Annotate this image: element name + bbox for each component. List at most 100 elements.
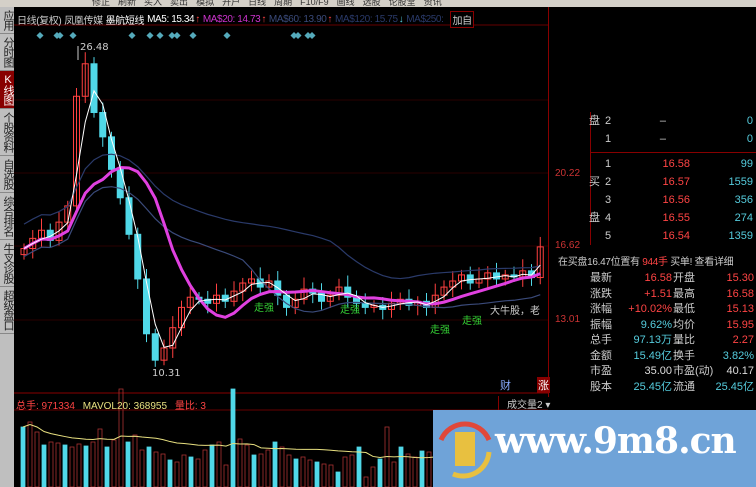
stat-value: 40.17	[726, 365, 754, 377]
level-volume: 274	[734, 212, 753, 224]
pending-text: 在买盘16.47位置有	[558, 257, 640, 268]
limit-up-button[interactable]: 涨	[537, 377, 550, 393]
toolbar-button[interactable]: 买入	[144, 0, 163, 7]
toolbar-button[interactable]: 资讯	[423, 0, 442, 7]
stat-row: 总手 97.13万 量比 2.27	[590, 333, 756, 349]
volume-bar	[167, 459, 173, 487]
toolbar-button[interactable]: 日线	[248, 0, 267, 7]
stat-row: 振幅 9.62% 均价 15.95	[590, 318, 756, 334]
volume-bar	[335, 471, 341, 487]
toolbar-button[interactable]: 模拟	[196, 0, 215, 7]
sell-row[interactable]: 1 – 0	[591, 130, 756, 148]
toolbar-button[interactable]: 画线	[336, 0, 355, 7]
volume-bar	[244, 444, 250, 487]
stat-label: 总手	[590, 334, 612, 346]
period-label[interactable]: 日线(复权)	[17, 16, 62, 27]
indicator-name[interactable]: 墨航短线	[105, 16, 145, 27]
watermark-text: www.9m8.cn	[495, 420, 737, 462]
stock-name: 凤凰传媒	[64, 16, 103, 27]
volume-bar	[104, 446, 110, 487]
sidebar-tab[interactable]: 自选股	[0, 156, 14, 193]
candle-body	[169, 327, 177, 349]
level-volume: 1359	[728, 230, 753, 242]
candle-body	[55, 221, 63, 241]
toolbar-button[interactable]: F10/F9	[300, 0, 329, 7]
sidebar-tab[interactable]: 综合排名	[0, 193, 14, 240]
stat-row: 市盈 35.00 市盈(动) 40.17	[590, 364, 756, 380]
signal-diamond-icon	[168, 31, 176, 40]
volume-ratio: 量比: 3	[174, 401, 206, 412]
candle-body	[248, 278, 255, 284]
toolbar-button[interactable]: 修正	[92, 0, 111, 7]
volume-bar	[251, 454, 257, 487]
candle-body	[440, 286, 448, 296]
candle-body	[326, 294, 334, 302]
stat-row: 涨跌 +1.51 最高 16.58	[590, 287, 756, 303]
stat-value: +10.02%	[628, 303, 672, 315]
high-price-label: 26.48	[80, 42, 109, 53]
stat-label: 市盈	[590, 365, 612, 377]
mavol-value: MAVOL20: 368955	[82, 401, 168, 412]
volume-bar	[419, 450, 425, 487]
sidebar-tab[interactable]: K线图	[0, 71, 14, 109]
pending-order-bar[interactable]: 在买盘16.47位置有 944手 买单! 查看详细	[558, 253, 756, 268]
stat-label: 金额	[590, 349, 612, 362]
toolbar-button[interactable]: 开户	[222, 0, 241, 7]
candle-body	[204, 298, 212, 304]
stat-label: 流通	[673, 380, 695, 393]
volume-bar	[41, 444, 47, 487]
axis-tick: 13.01	[555, 314, 581, 325]
toolbar-button[interactable]: 刷新	[118, 0, 137, 7]
stat-value: 15.30	[726, 272, 754, 284]
toolbar-button[interactable]: 选股	[362, 0, 381, 7]
candle-body	[501, 274, 509, 280]
add-favorite-button[interactable]: 加自	[450, 11, 474, 28]
volume-bar	[307, 459, 313, 487]
candle-body	[344, 286, 352, 298]
view-detail-link[interactable]: 买单! 查看详细	[670, 257, 734, 268]
signal-diamond-icon	[146, 31, 154, 40]
volume-bar	[83, 445, 89, 487]
candle-body	[108, 136, 115, 170]
candle-body	[143, 278, 150, 335]
indicator-selector[interactable]: 成交量2 ▾	[498, 396, 550, 411]
level-price: 16.54	[662, 230, 690, 242]
toolbar-button[interactable]: 周期	[274, 0, 293, 7]
candle-body	[99, 112, 107, 138]
volume-bar	[405, 453, 411, 487]
stat-value: 15.49亿	[633, 349, 672, 362]
sidebar-tab[interactable]: 牛叉诊股	[0, 240, 14, 287]
toolbar-button[interactable]: 卖出	[170, 0, 189, 7]
buy-row[interactable]: 5 16.54 1359	[591, 227, 756, 245]
level-price: 16.55	[662, 212, 690, 224]
volume-bar	[258, 453, 264, 487]
buy-row[interactable]: 3 16.56 356	[591, 191, 756, 209]
buy-row[interactable]: 盘 4 16.55 274	[589, 209, 756, 227]
buy-row[interactable]: 1 16.58 99	[591, 155, 756, 173]
stock-note: 大牛股，老	[490, 304, 540, 317]
signal-diamond-icon	[173, 31, 181, 40]
volume-bar	[349, 454, 355, 487]
sidebar-tab[interactable]: 个股资料	[0, 109, 14, 156]
candle-body	[300, 288, 308, 300]
stat-label: 市盈(动)	[673, 365, 714, 377]
sidebar-tab[interactable]: 应用	[0, 7, 14, 34]
sidebar-tab[interactable]: 超级盘口	[0, 287, 14, 334]
stat-value: 9.62%	[640, 318, 672, 331]
signal-diamond-icon	[308, 31, 316, 40]
candle-body	[73, 95, 80, 207]
ma60-line	[23, 186, 541, 313]
stat-row: 最新 16.58 开盘 15.30	[590, 271, 756, 287]
buy-row[interactable]: 买 2 16.57 1559	[589, 173, 756, 191]
toolbar-button[interactable]: 论股堂	[388, 0, 416, 7]
finance-button[interactable]: 财	[500, 380, 511, 392]
sell-row[interactable]: 盘 2 – 0	[589, 112, 756, 130]
sidebar-tab[interactable]: 分时图	[0, 34, 14, 71]
volume-bar	[55, 442, 61, 487]
candle-body	[239, 282, 247, 292]
signal-diamond-icon	[189, 31, 197, 40]
volume-bar	[146, 446, 152, 487]
volume-bar	[160, 453, 166, 487]
volume-bar	[412, 456, 418, 487]
